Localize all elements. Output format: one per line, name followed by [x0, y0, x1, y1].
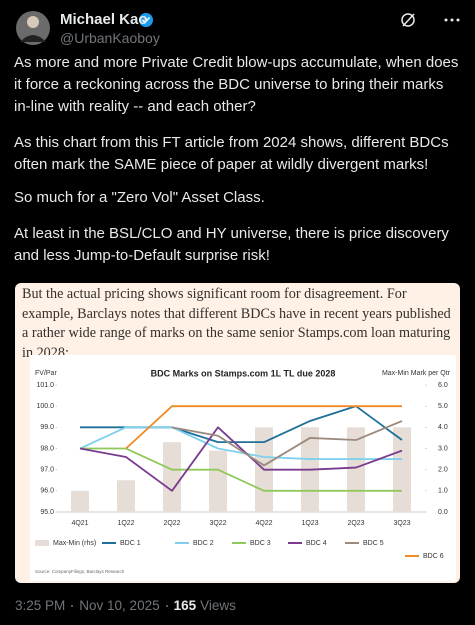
legend-label: BDC 6 — [423, 553, 444, 560]
post-paragraph: So much for a "Zero Vol" Asset Class. — [14, 189, 265, 206]
line-series — [80, 447, 402, 492]
grok-slash — [402, 13, 415, 27]
y2-tick-label: 6.0 — [438, 382, 448, 389]
y2-tick-label: 5.0 — [438, 403, 448, 410]
line-series — [171, 420, 403, 467]
post-date[interactable]: Nov 10, 2025 — [79, 598, 160, 613]
chart: BDC Marks on Stamps.com 1L TL due 2028 F… — [30, 355, 456, 581]
chart-source: Source: CompanyFilings, Barclays Researc… — [35, 569, 125, 574]
y-tick-label: 101.0 — [36, 382, 54, 389]
y2-tick-label: 3.0 — [438, 445, 448, 452]
post-meta: 3:25 PM Nov 10, 2025 165 Views — [15, 598, 236, 613]
chart-title: BDC Marks on Stamps.com 1L TL due 2028 — [151, 368, 336, 378]
more-dot — [450, 18, 454, 22]
more-dot[interactable] — [444, 18, 448, 22]
views-label: Views — [200, 598, 236, 613]
post-paragraph: As this chart from this FT article from … — [14, 134, 449, 173]
bar — [209, 450, 227, 512]
x-tick-label: 4Q21 — [71, 520, 88, 527]
line-series — [79, 426, 403, 492]
y-tick-label: 97.0 — [40, 467, 54, 474]
grok-icon[interactable] — [401, 13, 415, 27]
verified-badge — [139, 13, 153, 27]
y-tick-label: 98.0 — [40, 445, 54, 452]
legend-label: BDC 4 — [306, 540, 327, 547]
author-handle[interactable]: @UrbanKaoboy — [60, 30, 160, 46]
y2-axis-label: Max-Min Mark per Qtr — [382, 370, 451, 377]
more-dot — [456, 18, 460, 22]
legend-label: Max-Min (rhs) — [53, 540, 96, 547]
separator-dot — [71, 604, 74, 607]
view-count: 165 — [173, 598, 197, 613]
y-tick-label: 100.0 — [36, 403, 54, 410]
bar — [71, 490, 89, 512]
bar — [117, 480, 135, 512]
y2-tick-label: 2.0 — [438, 467, 448, 474]
y2-tick-label: 0.0 — [438, 509, 448, 516]
avatar-body — [20, 35, 46, 42]
legend-label: BDC 1 — [120, 540, 141, 547]
legend-label: BDC 5 — [363, 540, 384, 547]
verified-check — [141, 16, 151, 24]
x-tick-label: 3Q22 — [209, 520, 226, 527]
line-series — [125, 405, 402, 450]
x-tick-label: 1Q23 — [301, 520, 318, 527]
x-tick-label: 3Q23 — [393, 520, 410, 527]
x-tick-label: 2Q23 — [347, 520, 364, 527]
bar — [163, 442, 181, 512]
y2-tick-label: 1.0 — [438, 488, 448, 495]
legend-label: BDC 2 — [193, 540, 214, 547]
author-name[interactable]: Michael Kao — [60, 11, 148, 28]
y-tick-label: 95.0 — [40, 509, 54, 516]
quote-text: But the actual pricing shows significant… — [22, 286, 451, 361]
bar — [393, 427, 411, 512]
x-tick-label: 1Q22 — [117, 520, 134, 527]
y-tick-label: 96.0 — [40, 488, 54, 495]
y2-tick-label: 4.0 — [438, 424, 448, 431]
y-tick-label: 99.0 — [40, 424, 54, 431]
x-tick-label: 4Q22 — [255, 520, 272, 527]
x-tick-label: 2Q22 — [163, 520, 180, 527]
header-icons — [16, 11, 460, 45]
separator-dot — [165, 604, 168, 607]
legend-label: BDC 3 — [250, 540, 271, 547]
avatar-face — [27, 16, 39, 28]
post-paragraph: As more and more Private Credit blow-ups… — [14, 54, 459, 115]
post-time[interactable]: 3:25 PM — [15, 598, 66, 613]
y-axis-label: FV/Par — [35, 370, 57, 377]
legend-swatch — [35, 540, 49, 546]
post-paragraph: At least in the BSL/CLO and HY universe,… — [14, 225, 449, 264]
line-series — [79, 426, 402, 460]
